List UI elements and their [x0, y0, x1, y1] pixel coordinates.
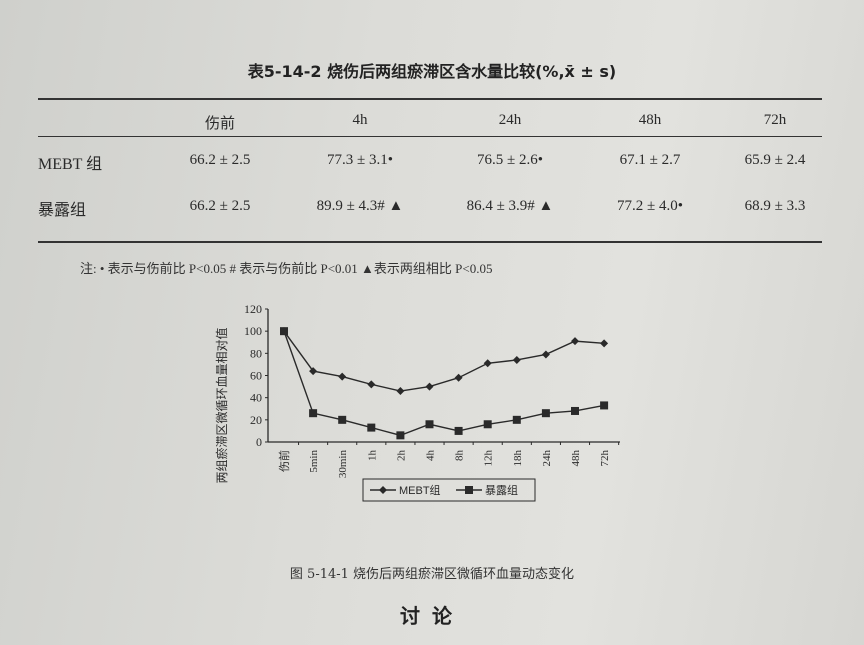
column-header: 48h	[638, 112, 662, 128]
data-point	[512, 415, 521, 424]
data-point	[541, 409, 550, 418]
y-tick-label: 0	[256, 435, 262, 449]
data-point	[571, 406, 579, 415]
data-point	[309, 367, 318, 376]
table-cell: 89.9 ± 4.3# ▲	[316, 198, 404, 214]
table-cell: 66.2 ± 2.5	[189, 198, 251, 214]
y-tick-label: 100	[244, 324, 262, 338]
data-point	[367, 423, 376, 432]
data-point	[396, 431, 405, 440]
data-point	[483, 420, 492, 429]
data-point	[338, 372, 347, 381]
y-tick-label: 80	[250, 346, 262, 360]
row-label: MEBT 组	[38, 156, 103, 173]
series-line	[283, 330, 605, 392]
legend-marker	[379, 486, 387, 494]
data-point	[541, 350, 550, 359]
table-cell: 68.9 ± 3.3	[744, 198, 806, 214]
x-tick-label: 12h	[483, 450, 495, 467]
table-cell: 76.5 ± 2.6•	[477, 152, 543, 168]
x-tick-label: 1h	[366, 450, 378, 462]
data-point	[425, 420, 434, 429]
x-tick-label: 伤前	[277, 450, 291, 472]
legend-label: 暴露组	[485, 483, 518, 497]
column-header: 24h	[498, 112, 522, 128]
y-tick-label: 60	[250, 369, 262, 383]
x-tick-label: 8h	[454, 450, 466, 462]
data-point	[425, 382, 434, 391]
data-point	[309, 409, 318, 418]
x-tick-label: 48h	[570, 450, 582, 467]
table-cell: 77.3 ± 3.1•	[327, 152, 393, 168]
row-label: 暴露组	[38, 202, 87, 219]
y-axis-label: 两组瘀滞区微循环血量相对值	[214, 327, 229, 483]
table-cell: 67.1 ± 2.7	[619, 152, 681, 168]
table-bottom-rule	[38, 241, 822, 243]
data-point	[454, 373, 463, 382]
table-note: 注: • 表示与伤前比 P<0.05 # 表示与伤前比 P<0.01 ▲表示两组…	[80, 261, 493, 276]
legend-label: MEBT组	[399, 483, 441, 497]
column-header: 72h	[763, 112, 787, 128]
line-chart: 0 20 40 60 80 100 120 伤前 5min 30min 1h 2h 4h 8h 12h 18h…	[214, 302, 620, 502]
column-header: 4h	[352, 112, 368, 128]
table-top-rule	[38, 98, 822, 100]
data-point	[600, 401, 609, 410]
y-tick-label: 40	[250, 391, 262, 405]
x-tick-label: 5min	[308, 450, 320, 473]
x-tick-label: 24h	[541, 450, 553, 467]
x-tick-label: 4h	[425, 450, 437, 462]
section-heading: 讨论	[400, 604, 464, 628]
x-tick-label: 30min	[337, 450, 349, 479]
series-line	[283, 330, 605, 437]
table-cell: 77.2 ± 4.0•	[617, 198, 683, 214]
x-tick-label: 72h	[599, 450, 611, 467]
table-title: 表5-14-2 烧伤后两组瘀滞区含水量比较(%,x̄ ± s)	[247, 62, 617, 81]
x-tick-label: 2h	[395, 450, 407, 462]
y-tick-label: 20	[250, 413, 262, 427]
data-point	[280, 327, 288, 336]
data-point	[338, 415, 347, 424]
data-point	[396, 387, 405, 396]
data-point	[512, 355, 521, 364]
table-cell: 65.9 ± 2.4	[744, 152, 806, 168]
data-point	[571, 337, 579, 346]
legend-box	[362, 478, 536, 502]
data-point	[483, 359, 492, 368]
data-point	[600, 339, 609, 348]
table-cell: 66.2 ± 2.5	[189, 152, 251, 168]
table-cell: 86.4 ± 3.9# ▲	[466, 198, 554, 214]
table-header-rule	[38, 136, 822, 137]
x-tick-label: 18h	[512, 450, 524, 467]
column-header: 伤前	[204, 116, 235, 132]
legend-marker	[465, 486, 473, 494]
data-point	[454, 426, 463, 435]
data-point	[367, 380, 376, 389]
figure-caption: 图 5-14-1 烧伤后两组瘀滞区微循环血量动态变化	[289, 567, 575, 582]
y-tick-label: 120	[244, 302, 262, 316]
